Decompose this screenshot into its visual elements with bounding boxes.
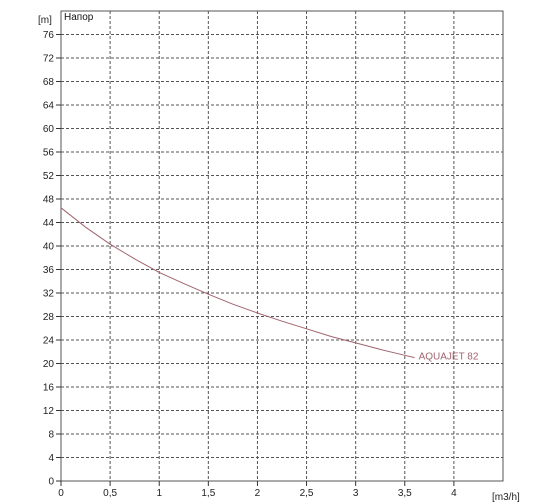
axis-ticks	[56, 34, 455, 486]
x-tick-label: 0	[58, 488, 64, 499]
y-tick-label: 32	[43, 289, 55, 300]
y-tick-label: 76	[43, 30, 55, 41]
y-tick-label: 8	[48, 430, 54, 441]
chart-title: Напор	[64, 12, 94, 23]
y-tick-label: 56	[43, 148, 55, 159]
x-tick-label: 0,5	[103, 488, 117, 499]
y-tick-label: 36	[43, 265, 55, 276]
y-axis-unit: [m]	[38, 15, 52, 26]
x-axis-unit: [m3/h]	[492, 492, 520, 503]
y-tick-label: 60	[43, 124, 55, 135]
y-tick-label: 28	[43, 312, 55, 323]
y-tick-label: 20	[43, 359, 55, 370]
x-tick-label: 3	[353, 488, 359, 499]
series-label: AQUAJET 82	[419, 352, 479, 363]
y-tick-label: 40	[43, 242, 55, 253]
y-tick-label: 64	[43, 101, 55, 112]
y-tick-label: 72	[43, 54, 55, 65]
y-tick-label: 24	[43, 336, 55, 347]
x-tick-label: 1	[156, 488, 162, 499]
y-tick-label: 48	[43, 195, 55, 206]
y-tick-label: 12	[43, 406, 55, 417]
y-tick-label: 0	[48, 477, 54, 488]
y-tick-label: 4	[48, 453, 54, 464]
x-tick-label: 3,5	[398, 488, 412, 499]
tick-labels: 0 0,5 1 1,5 2 2,5 3 3,5 404812162024283236404448…	[43, 30, 457, 499]
y-tick-label: 44	[43, 218, 55, 229]
y-tick-label: 52	[43, 171, 55, 182]
x-tick-label: 2,5	[300, 488, 314, 499]
x-tick-label: 4	[451, 488, 457, 499]
series-group: AQUAJET 82	[60, 207, 479, 363]
y-tick-label: 16	[43, 383, 55, 394]
x-tick-label: 1,5	[201, 488, 215, 499]
y-tick-label: 68	[43, 77, 55, 88]
grid-lines	[61, 11, 503, 481]
series-line	[60, 207, 415, 359]
x-tick-label: 2	[255, 488, 261, 499]
